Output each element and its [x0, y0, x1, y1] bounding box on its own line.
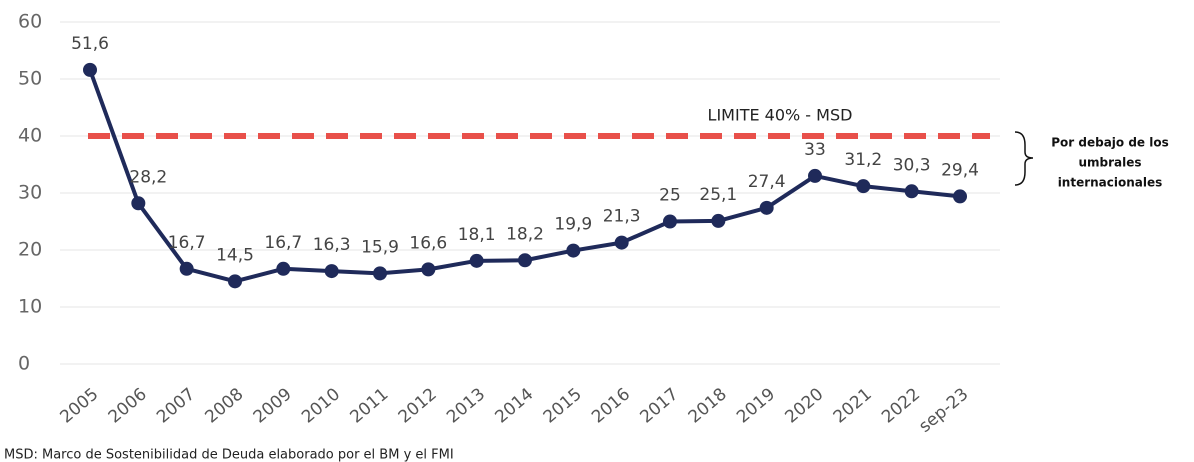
point — [179, 261, 194, 276]
footnote: MSD: Marco de Sostenibilidad de Deuda el… — [4, 448, 454, 462]
x-tick-label: 2019 — [733, 384, 779, 427]
x-tick-label: 2007 — [153, 384, 199, 427]
point — [759, 200, 774, 215]
point — [808, 168, 822, 183]
data-label: 18,2 — [506, 224, 544, 244]
x-tick-label: 2016 — [588, 384, 634, 427]
data-label: 15,9 — [361, 237, 399, 257]
point — [663, 214, 677, 229]
data-label: 28,2 — [129, 167, 167, 187]
y-tick-label: 10 — [18, 296, 42, 318]
point — [614, 235, 629, 250]
x-tick-label: 2014 — [491, 384, 537, 427]
x-tick-label: 2015 — [540, 384, 586, 427]
data-label: 14,5 — [216, 245, 254, 265]
x-tick-label: 2012 — [395, 384, 441, 427]
bracket-note: Por debajo de los — [1051, 136, 1169, 150]
y-tick-label: 0 — [18, 353, 30, 375]
data-label: 16,3 — [313, 235, 351, 255]
x-tick-label: 2021 — [830, 384, 876, 427]
bracket — [1014, 131, 1034, 186]
x-tick-label: 2009 — [250, 384, 296, 427]
point — [856, 179, 871, 194]
data-label: 25,1 — [699, 185, 737, 205]
y-tick-label: 60 — [18, 11, 42, 33]
data-label: 18,1 — [458, 225, 496, 245]
x-tick-label: 2008 — [201, 384, 247, 427]
point — [373, 266, 387, 281]
x-tick-label: 2006 — [105, 384, 151, 427]
data-label: 16,7 — [264, 233, 302, 253]
y-tick-label: 50 — [18, 68, 42, 90]
x-tick-label: 2005 — [56, 384, 102, 427]
bracket-note: umbrales — [1078, 156, 1141, 170]
x-tick-label: 2017 — [636, 384, 682, 427]
data-label: 29,4 — [941, 160, 979, 180]
data-label: 27,4 — [748, 172, 786, 192]
point — [711, 213, 726, 228]
data-label: 16,7 — [168, 233, 206, 253]
x-tick-label: 2018 — [685, 384, 731, 427]
x-tick-label: 2013 — [443, 384, 489, 427]
point — [421, 262, 436, 277]
point — [566, 243, 581, 258]
data-label: 19,9 — [554, 215, 592, 235]
point — [324, 264, 339, 279]
point — [228, 274, 242, 289]
x-tick-label: 2010 — [298, 384, 344, 427]
data-label: 16,6 — [409, 233, 447, 253]
data-label: 51,6 — [71, 34, 109, 54]
point — [131, 196, 146, 211]
data-label: 30,3 — [893, 155, 931, 175]
y-tick-label: 20 — [18, 239, 42, 261]
point — [276, 261, 291, 276]
reference-label: LIMITE 40% - MSD — [708, 106, 853, 125]
x-tick-label: 2011 — [346, 384, 392, 427]
y-tick-label: 30 — [18, 182, 42, 204]
x-tick-label: 2020 — [781, 384, 827, 427]
point — [953, 189, 967, 204]
bracket-note: internacionales — [1058, 176, 1163, 190]
point — [518, 253, 532, 268]
point — [904, 184, 919, 199]
point — [83, 62, 97, 77]
point — [469, 253, 484, 268]
data-label: 33 — [804, 140, 826, 160]
data-label: 21,3 — [603, 207, 641, 227]
x-tick-label: sep-23 — [915, 384, 972, 437]
y-tick-label: 40 — [18, 125, 42, 147]
data-label: 31,2 — [844, 150, 882, 170]
data-label: 25 — [659, 186, 681, 206]
